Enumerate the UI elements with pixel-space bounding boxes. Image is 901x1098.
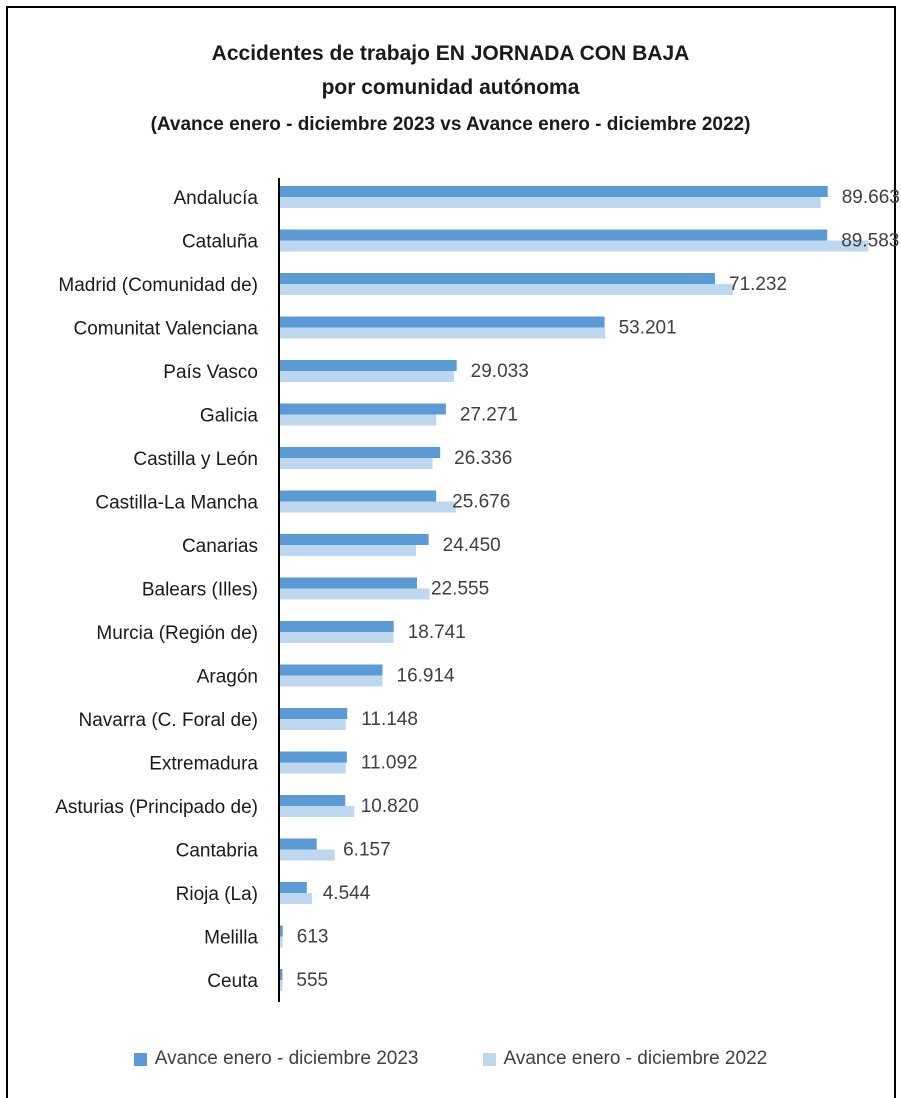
data-label: 71.232: [729, 274, 787, 295]
data-label: 22.555: [431, 579, 489, 600]
data-label: 24.450: [443, 535, 501, 556]
category-label: Cantabria: [176, 841, 259, 862]
category-label: Madrid (Comunidad de): [58, 275, 258, 296]
category-label: Asturias (Principado de): [55, 797, 258, 818]
legend-label-2022: Avance enero - diciembre 2022: [503, 1048, 768, 1069]
bar-2022: [279, 240, 869, 252]
category-label: Murcia (Región de): [96, 623, 258, 644]
category-label: País Vasco: [163, 362, 258, 383]
bar-2022: [279, 501, 456, 513]
data-label: 29.033: [471, 361, 529, 382]
bar-2023: [279, 186, 828, 197]
category-label: Extremadura: [149, 754, 258, 775]
category-label: Canarias: [182, 536, 258, 557]
bar-2023: [279, 360, 457, 371]
bar-2023: [279, 577, 418, 589]
data-label: 10.820: [361, 796, 419, 817]
category-label: Balears (Illes): [142, 580, 258, 601]
bar-2022: [279, 980, 283, 991]
bar-2023: [279, 621, 394, 632]
bar-2023: [279, 664, 383, 676]
data-label: 555: [296, 970, 328, 991]
category-label: Melilla: [204, 928, 258, 949]
data-label: 53.201: [619, 318, 677, 339]
data-label: 11.092: [361, 753, 418, 774]
legend-item-2023: Avance enero - diciembre 2023: [133, 1048, 419, 1070]
data-label: 6.157: [343, 840, 391, 861]
data-label: 89.663: [842, 187, 900, 208]
legend-label-2023: Avance enero - diciembre 2023: [154, 1048, 419, 1069]
chart-period-subtitle: (Avance enero - diciembre 2023 vs Avance…: [150, 114, 751, 135]
bar-2022: [279, 632, 394, 643]
legend: Avance enero - diciembre 2023 Avance ene…: [0, 1048, 901, 1070]
bar-2022: [279, 806, 355, 817]
category-label: Navarra (C. Foral de): [79, 710, 259, 731]
data-label: 16.914: [397, 666, 456, 687]
bar-2023: [279, 838, 317, 850]
bar-2022: [279, 675, 383, 687]
bar-2022: [279, 936, 283, 948]
bar-2023: [279, 708, 348, 719]
legend-swatch-2023: [133, 1052, 147, 1066]
bar-2022: [279, 588, 430, 600]
data-label: 18.741: [408, 622, 466, 643]
bar-2023: [279, 490, 437, 502]
data-label: 4.544: [323, 883, 371, 904]
data-label: 89.583: [841, 231, 899, 252]
bar-2022: [279, 849, 335, 861]
bar-2023: [279, 925, 283, 937]
bar-2022: [279, 414, 437, 426]
bar-2022: [279, 197, 821, 208]
data-label: 613: [297, 927, 329, 948]
category-label: Aragón: [197, 667, 258, 688]
bar-2023: [279, 273, 715, 284]
bar-2023: [279, 534, 429, 545]
data-label: 27.271: [460, 405, 518, 426]
legend-swatch-2022: [482, 1052, 496, 1066]
category-label: Andalucía: [173, 188, 258, 209]
bar-2022: [279, 893, 313, 904]
bar-2023: [279, 447, 441, 458]
bar-2022: [279, 545, 417, 556]
category-label: Castilla y León: [133, 449, 258, 470]
bar-2023: [279, 403, 446, 415]
bar-2023: [279, 229, 828, 241]
data-label: 11.148: [361, 709, 418, 730]
bar-2023: [279, 882, 307, 893]
bar-2022: [279, 327, 606, 339]
category-label: Cataluña: [182, 232, 258, 253]
category-label: Galicia: [200, 406, 259, 427]
category-label: Comunitat Valenciana: [74, 319, 259, 340]
category-label: Castilla-La Mancha: [95, 493, 258, 514]
data-label: 26.336: [454, 448, 512, 469]
legend-item-2022: Avance enero - diciembre 2022: [482, 1048, 768, 1070]
bar-2022: [279, 719, 346, 730]
chart-subtitle: por comunidad autónoma: [321, 76, 580, 99]
category-label: Rioja (La): [176, 884, 258, 905]
bar-chart: Andalucía 89.663 Cataluña 89.583 Madrid (Com…: [55, 178, 900, 1002]
bar-2023: [279, 795, 346, 806]
chart-frame: [6, 6, 896, 1098]
category-label: Ceuta: [207, 971, 258, 992]
bar-2022: [279, 762, 346, 774]
bar-2022: [279, 371, 455, 382]
bar-2023: [279, 751, 347, 763]
chart-title: Accidentes de trabajo EN JORNADA CON BAJ…: [211, 42, 690, 65]
bar-2023: [279, 969, 283, 980]
bar-2022: [279, 284, 734, 295]
bar-2023: [279, 316, 605, 328]
bar-2022: [279, 458, 433, 469]
data-label: 25.676: [452, 492, 510, 513]
